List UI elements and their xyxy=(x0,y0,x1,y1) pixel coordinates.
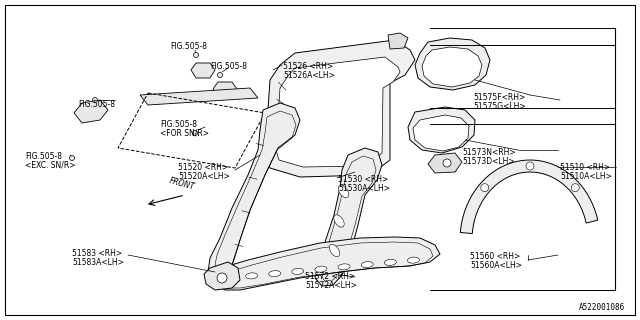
Text: 51560A<LH>: 51560A<LH> xyxy=(470,261,522,270)
Polygon shape xyxy=(74,100,108,123)
Polygon shape xyxy=(422,47,482,87)
Text: 51560 <RH>: 51560 <RH> xyxy=(470,252,520,261)
Polygon shape xyxy=(408,107,475,153)
Circle shape xyxy=(70,156,74,161)
Text: 51583A<LH>: 51583A<LH> xyxy=(72,258,124,267)
Circle shape xyxy=(218,73,223,77)
Text: 51575F<RH>: 51575F<RH> xyxy=(473,93,525,102)
Circle shape xyxy=(572,184,579,192)
Text: 51573N<RH>: 51573N<RH> xyxy=(462,148,516,157)
Circle shape xyxy=(217,273,227,283)
Polygon shape xyxy=(428,153,462,173)
Polygon shape xyxy=(204,262,240,290)
Polygon shape xyxy=(413,115,469,151)
Text: <FOR SN/R>: <FOR SN/R> xyxy=(160,129,209,138)
Text: 51526 <RH>: 51526 <RH> xyxy=(283,62,333,71)
Text: <EXC. SN/R>: <EXC. SN/R> xyxy=(25,161,76,170)
Polygon shape xyxy=(276,57,400,167)
Ellipse shape xyxy=(292,268,304,275)
Polygon shape xyxy=(460,160,598,234)
Text: 51572 <RH>: 51572 <RH> xyxy=(305,272,355,281)
Text: FIG.505-8: FIG.505-8 xyxy=(170,42,207,51)
Ellipse shape xyxy=(246,273,257,279)
Polygon shape xyxy=(388,33,408,49)
Text: 51510A<LH>: 51510A<LH> xyxy=(560,172,612,181)
Polygon shape xyxy=(191,63,215,78)
Polygon shape xyxy=(265,40,415,177)
Circle shape xyxy=(193,131,198,135)
Ellipse shape xyxy=(361,261,373,268)
Ellipse shape xyxy=(334,215,344,227)
Ellipse shape xyxy=(385,259,396,265)
Polygon shape xyxy=(213,237,440,290)
Circle shape xyxy=(93,98,97,102)
Text: 51530A<LH>: 51530A<LH> xyxy=(338,184,390,193)
Polygon shape xyxy=(213,82,237,97)
Text: FIG.505-8: FIG.505-8 xyxy=(160,120,197,129)
Text: A522001086: A522001086 xyxy=(579,303,625,312)
Circle shape xyxy=(193,52,198,58)
Ellipse shape xyxy=(339,185,349,198)
Text: 51573D<LH>: 51573D<LH> xyxy=(462,157,515,166)
Text: 51520 <RH>: 51520 <RH> xyxy=(178,163,228,172)
Text: 51510 <RH>: 51510 <RH> xyxy=(560,163,610,172)
Polygon shape xyxy=(208,103,300,280)
Polygon shape xyxy=(140,88,258,105)
Ellipse shape xyxy=(330,244,340,257)
Polygon shape xyxy=(315,148,382,286)
Text: FIG.505-8: FIG.505-8 xyxy=(210,62,247,71)
Ellipse shape xyxy=(269,271,281,277)
Text: 51526A<LH>: 51526A<LH> xyxy=(283,71,335,80)
Circle shape xyxy=(443,159,451,167)
Text: 51572A<LH>: 51572A<LH> xyxy=(305,281,357,290)
Text: FIG.505-8: FIG.505-8 xyxy=(25,152,62,161)
Ellipse shape xyxy=(315,266,327,272)
Circle shape xyxy=(526,162,534,170)
Circle shape xyxy=(481,184,489,192)
Text: FIG.505-8: FIG.505-8 xyxy=(78,100,115,109)
Ellipse shape xyxy=(408,257,419,263)
Text: 51583 <RH>: 51583 <RH> xyxy=(72,249,122,258)
Text: FRONT: FRONT xyxy=(168,177,196,192)
Text: 51520A<LH>: 51520A<LH> xyxy=(178,172,230,181)
Text: 51530 <RH>: 51530 <RH> xyxy=(338,175,388,184)
Ellipse shape xyxy=(338,264,350,270)
Polygon shape xyxy=(415,38,490,90)
Text: 51575G<LH>: 51575G<LH> xyxy=(473,102,525,111)
